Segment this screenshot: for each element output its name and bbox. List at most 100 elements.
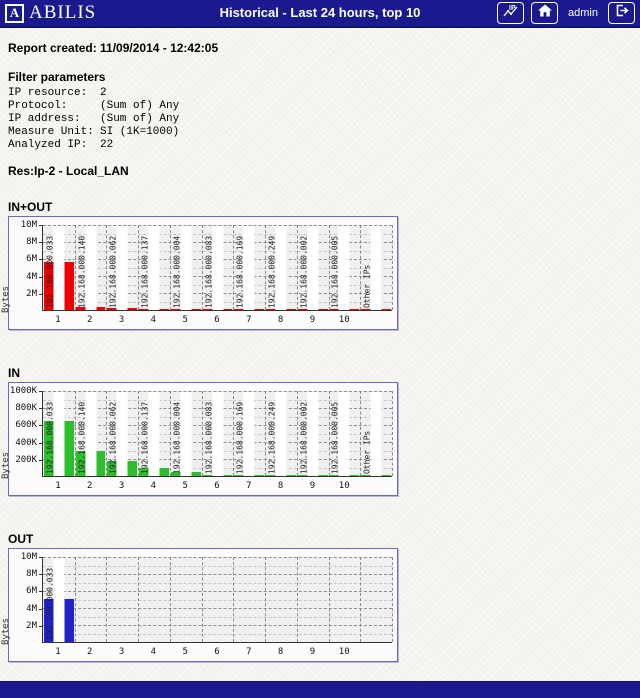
v-gridline [201, 225, 203, 310]
v-gridline [296, 391, 298, 476]
y-tick-label: 8M [26, 237, 42, 247]
bar-label-band: 192.168.000.083 [204, 392, 224, 476]
bar-label-band: 192.168.000.140 [77, 392, 97, 476]
y-tick-mark [39, 459, 42, 461]
bar-label-band: 192.168.000.062 [109, 392, 128, 476]
y-tick-mark [39, 625, 42, 627]
x-tick-label: 4 [150, 315, 157, 325]
x-tick-label: 5 [182, 647, 188, 657]
bar-ip-label: 192.168.000.004 [172, 401, 182, 474]
y-tick-label: 200K [15, 455, 42, 465]
x-tick-label: 7 [246, 315, 252, 325]
h-gridline [43, 225, 392, 226]
top-header-bar: A ABILIS Historical - Last 24 hours, top… [0, 0, 640, 28]
v-gridline [201, 557, 203, 642]
bar-slot: 192.168.000.137 [138, 225, 170, 310]
y-tick-label: 10M [21, 552, 42, 562]
bar-slot [75, 557, 107, 642]
resource-heading: Res:Ip-2 - Local_LAN [8, 164, 129, 178]
x-tick-label: 9 [309, 315, 316, 325]
ip-statistics-button[interactable]: IP [497, 2, 525, 24]
logout-button[interactable] [608, 2, 635, 24]
x-tick-label [360, 646, 392, 659]
bar-slot: 192.168.000.249 [265, 225, 297, 310]
h-gridline [43, 599, 392, 601]
h-gridline [43, 608, 392, 609]
bar-ip-label: Other IPs [362, 430, 372, 474]
x-tick-label: 8 [277, 481, 284, 491]
x-tick-label: 7 [246, 481, 252, 491]
v-gridline [265, 391, 267, 476]
bar-slot: 192.168.000.140 [75, 391, 107, 476]
bottom-bar [0, 681, 640, 698]
x-tick-label: 10 [338, 315, 350, 325]
bar-ip-label: 192.168.000.083 [204, 235, 214, 308]
y-tick-mark [39, 391, 42, 392]
filter-row: Analyzed IP: 22 [8, 139, 640, 152]
bar-label-band: Other IPs [363, 226, 382, 310]
x-tick-label: 5 [182, 315, 188, 325]
bar-slot [297, 557, 329, 642]
h-gridline [43, 616, 392, 618]
home-button[interactable] [531, 2, 559, 24]
y-tick-mark [39, 225, 42, 226]
v-gridline [265, 557, 267, 642]
bar-slot: 192.168.000.137 [138, 391, 170, 476]
bar-label-band: 192.168.000.062 [109, 226, 128, 310]
v-gridline [106, 557, 108, 642]
bar-slots: 192.168.000.033 192.168.000.140 192.168.00… [43, 391, 392, 476]
brand: A ABILIS [5, 0, 96, 26]
ip-statistics-icon: IP [502, 3, 520, 24]
chart-title: IN [8, 366, 20, 380]
bar-ip-label: 192.168.000.140 [77, 235, 87, 308]
y-tick-mark [39, 242, 42, 244]
bar-slot [360, 557, 392, 642]
bar-label-band: 192.168.000.002 [299, 392, 319, 476]
bar-ip-label: 192.168.000.137 [140, 401, 150, 474]
y-tick-mark [39, 293, 42, 295]
v-gridline [296, 225, 298, 310]
filter-value: 2 [100, 87, 107, 99]
v-gridline [74, 391, 76, 476]
x-tick-label: 7 [246, 647, 252, 657]
y-tick-mark [39, 442, 42, 444]
v-gridline [233, 557, 235, 642]
bar-slot: 192.168.000.169 [233, 225, 265, 310]
bar-slot: 192.168.000.002 [297, 391, 329, 476]
report-content: Report created: 11/09/2014 - 12:42:05 Fi… [0, 41, 640, 662]
y-tick-label: 4M [26, 604, 42, 614]
filter-row: Measure Unit: SI (1K=1000) [8, 126, 640, 139]
bar-ip-label: 192.168.000.033 [45, 567, 55, 640]
bar-label-band: Other IPs [363, 392, 382, 476]
report-created-line: Report created: 11/09/2014 - 12:42:05 [8, 41, 219, 55]
bar-ip-label: 192.168.000.033 [45, 401, 55, 474]
x-tick-label: 3 [118, 647, 125, 657]
bar-ip-label: 192.168.000.249 [267, 401, 277, 474]
x-tick-label: 1 [55, 315, 61, 325]
y-tick-mark [39, 425, 42, 427]
bar-slot: 192.168.000.005 [329, 391, 361, 476]
bar-slots: 192.168.000.033 [43, 557, 392, 642]
bar-slot: 192.168.000.083 [202, 225, 234, 310]
bar-slot: 192.168.000.083 [202, 391, 234, 476]
filter-value: SI (1K=1000) [100, 126, 180, 138]
chart-box: Bytes 10M 8M 6M 4M 2M 192.168.000.033 1 2 3 4 5 6 7 8 9… [1, 548, 398, 662]
bar-ip-label: 192.168.000.005 [330, 401, 340, 474]
x-tick-label: 1 [55, 481, 61, 491]
v-gridline [360, 557, 362, 642]
y-tick-label: 800K [15, 403, 42, 413]
logged-in-user: admin [568, 7, 598, 19]
v-gridline [360, 391, 362, 476]
x-tick-label: 8 [277, 315, 284, 325]
bar-ip-label: 192.168.000.002 [299, 235, 309, 308]
filter-parameters-list: IP resource: 2 Protocol: (Sum of) Any IP add… [8, 87, 640, 152]
bar-slot: 192.168.000.249 [265, 391, 297, 476]
v-gridline [392, 557, 393, 642]
plot-area: 192.168.000.033 192.168.000.140 192.168.00… [42, 225, 393, 311]
h-gridline [43, 557, 392, 558]
y-tick-label: 600K [15, 420, 42, 430]
home-icon [537, 3, 553, 23]
v-gridline [169, 557, 171, 642]
x-tick-label: 4 [150, 481, 157, 491]
x-tick-label: 2 [87, 481, 93, 491]
